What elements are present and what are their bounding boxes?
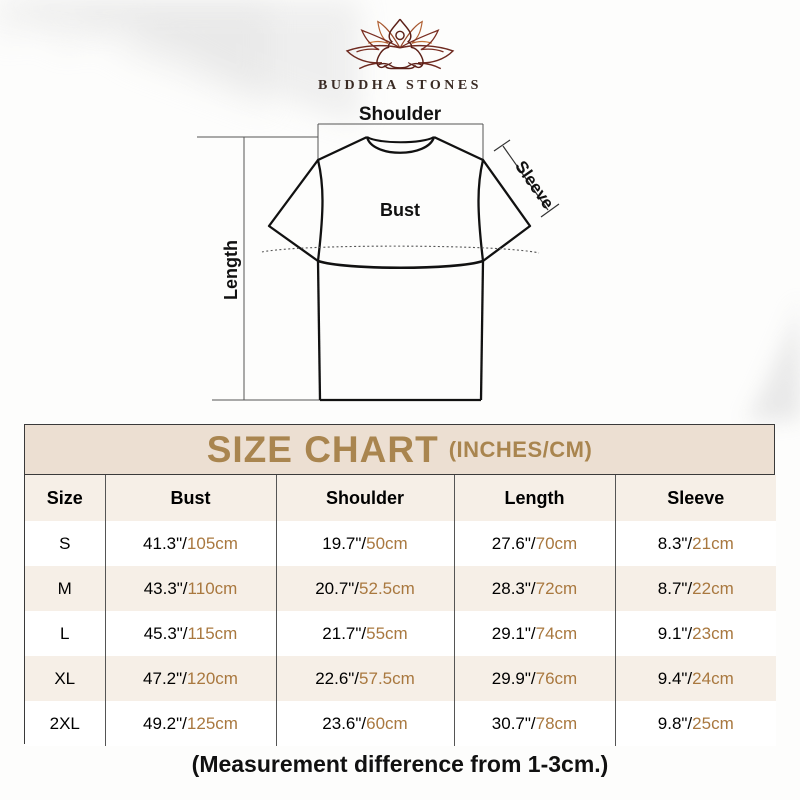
svg-text:Length: Length [221, 240, 241, 300]
svg-text:Shoulder: Shoulder [359, 104, 442, 125]
svg-text:Sleeve: Sleeve [511, 157, 557, 212]
svg-text:Bust: Bust [380, 200, 420, 220]
